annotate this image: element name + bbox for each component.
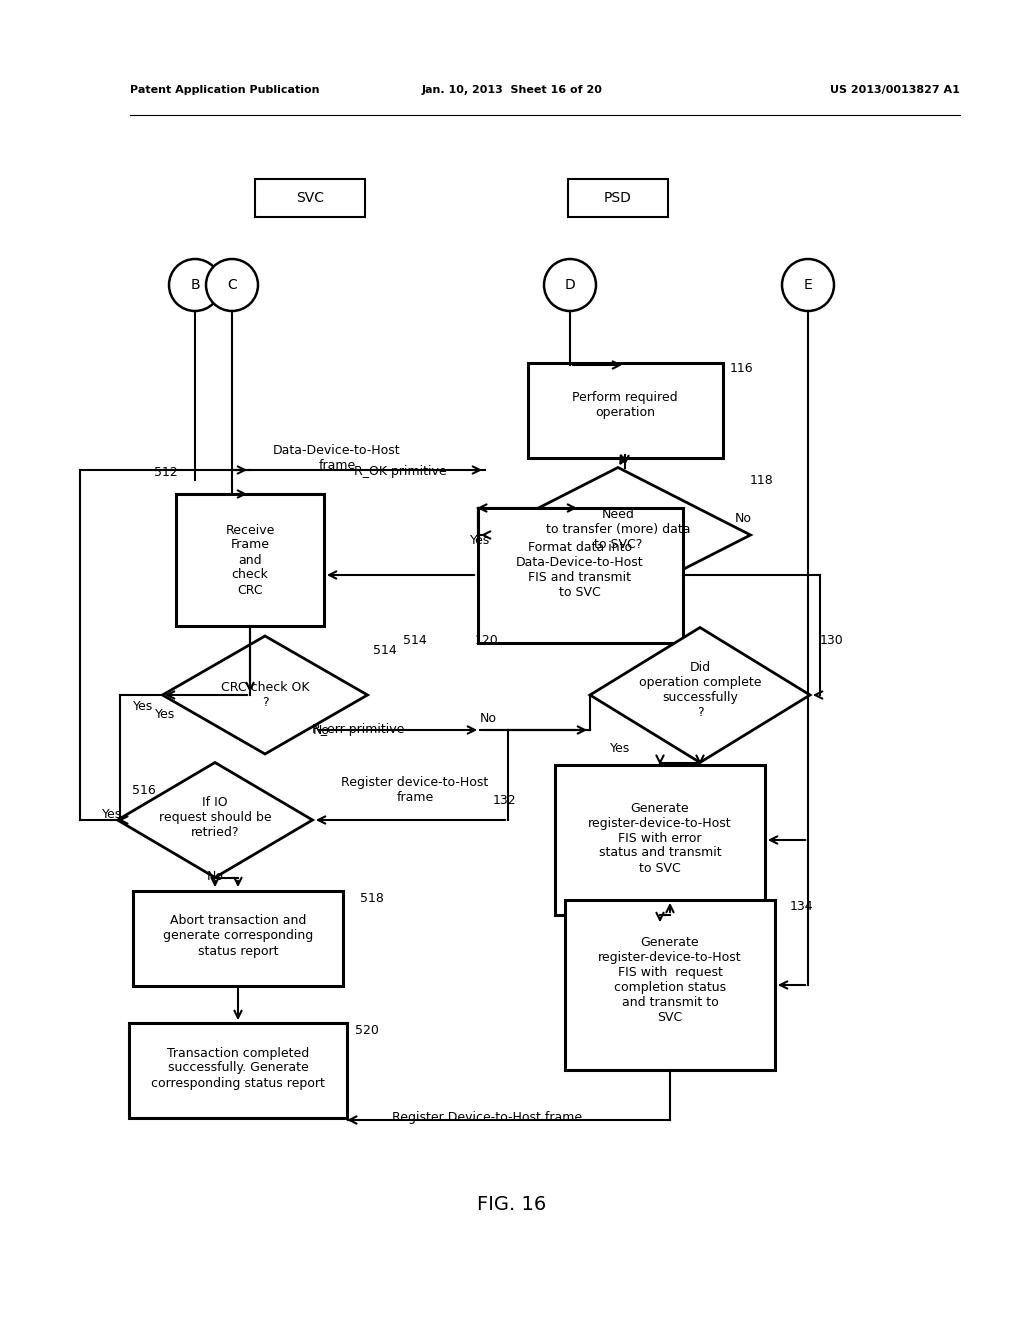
Text: No: No [480,711,497,725]
FancyBboxPatch shape [176,494,324,626]
Text: Format data into
Data-Device-to-Host
FIS and transmit
to SVC: Format data into Data-Device-to-Host FIS… [516,541,644,599]
Text: E: E [804,279,812,292]
FancyBboxPatch shape [129,1023,347,1118]
Text: CRC check OK
?: CRC check OK ? [221,681,309,709]
Text: Yes: Yes [101,808,122,821]
Text: Jan. 10, 2013  Sheet 16 of 20: Jan. 10, 2013 Sheet 16 of 20 [422,84,602,95]
Text: US 2013/0013827 A1: US 2013/0013827 A1 [830,84,961,95]
Text: 134: 134 [790,900,814,913]
Text: 518: 518 [360,891,384,904]
Polygon shape [118,763,312,878]
Circle shape [782,259,834,312]
Text: No: No [313,723,330,737]
Text: Yes: Yes [470,533,490,546]
Text: Generate
register-device-to-Host
FIS with  request
completion status
and transmi: Generate register-device-to-Host FIS wit… [598,936,741,1024]
FancyBboxPatch shape [527,363,723,458]
Text: PSD: PSD [604,191,632,205]
Text: Abort transaction and
generate corresponding
status report: Abort transaction and generate correspon… [163,915,313,957]
Text: SVC: SVC [296,191,324,205]
Text: Patent Application Publication: Patent Application Publication [130,84,319,95]
Text: 516: 516 [132,784,156,796]
Text: B: B [190,279,200,292]
Text: 120: 120 [475,634,499,647]
Text: C: C [227,279,237,292]
Polygon shape [163,636,368,754]
Text: Receive
Frame
and
check
CRC: Receive Frame and check CRC [225,524,274,597]
Polygon shape [590,627,810,763]
Text: Yes: Yes [133,701,154,714]
Text: Yes: Yes [610,742,630,755]
FancyBboxPatch shape [565,900,775,1071]
Text: 514: 514 [403,635,427,648]
Text: 514: 514 [373,644,396,656]
Text: Register device-to-Host
frame: Register device-to-Host frame [341,776,488,804]
Text: Perform required
operation: Perform required operation [572,391,678,418]
Text: Data-Device-to-Host
frame: Data-Device-to-Host frame [273,444,400,473]
FancyBboxPatch shape [568,180,668,216]
Text: Generate
register-device-to-Host
FIS with error
status and transmit
to SVC: Generate register-device-to-Host FIS wit… [588,801,732,874]
Text: 512: 512 [155,466,178,479]
FancyBboxPatch shape [255,180,365,216]
Text: 116: 116 [730,362,754,375]
Text: Transaction completed
successfully. Generate
corresponding status report: Transaction completed successfully. Gene… [152,1047,325,1089]
Text: Need
to transfer (more) data
to SVC?: Need to transfer (more) data to SVC? [546,508,690,552]
Circle shape [544,259,596,312]
Text: Yes: Yes [155,709,175,722]
Text: 132: 132 [493,793,517,807]
Text: Did
operation complete
successfully
?: Did operation complete successfully ? [639,661,761,719]
FancyBboxPatch shape [477,507,683,643]
Text: No: No [207,870,223,883]
Text: If IO
request should be
retried?: If IO request should be retried? [159,796,271,840]
Circle shape [169,259,221,312]
Polygon shape [485,467,751,602]
Text: 118: 118 [750,474,774,487]
Text: FIG. 16: FIG. 16 [477,1196,547,1214]
FancyBboxPatch shape [133,891,343,986]
Circle shape [206,259,258,312]
Text: 520: 520 [355,1023,379,1036]
FancyBboxPatch shape [555,766,765,915]
Text: R_OK primitive: R_OK primitive [353,466,446,479]
Text: No: No [735,511,752,524]
Text: Register Device-to-Host frame: Register Device-to-Host frame [392,1111,582,1125]
Text: 130: 130 [820,634,844,647]
Text: R_err primitive: R_err primitive [312,723,404,737]
Text: D: D [564,279,575,292]
